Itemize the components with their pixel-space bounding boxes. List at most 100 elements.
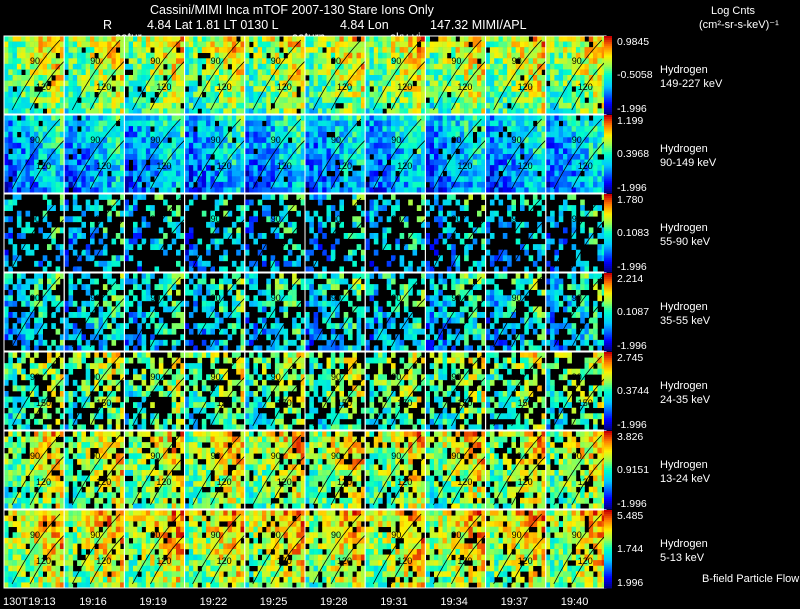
contour-label: 120 <box>337 161 352 171</box>
contour-line <box>29 286 79 348</box>
contour-label: 90 <box>512 135 522 145</box>
contour-label: 90 <box>331 372 341 382</box>
contour-line <box>11 197 61 269</box>
contour-label: 120 <box>217 556 232 566</box>
contour-label: 90 <box>451 135 461 145</box>
heatmap-panel: 90 120 <box>545 430 621 510</box>
colorbar-mid-label: 1.744 <box>617 543 644 555</box>
contour-label: 120 <box>36 82 51 92</box>
contour-label: 90 <box>451 293 461 303</box>
colorbar-mid-label: 0.9151 <box>617 464 650 476</box>
contour-label: 90 <box>271 135 281 145</box>
contour-line <box>372 434 422 506</box>
contour-line <box>192 276 241 348</box>
energy-label: 13-24 keV <box>660 473 711 485</box>
contour-line <box>11 434 61 506</box>
contour-label: 90 <box>271 214 281 224</box>
colorbar-min-label: -1.996 <box>617 261 647 273</box>
contour-label: 150 <box>397 398 412 408</box>
time-tick-label: 130T19:13 <box>3 596 56 608</box>
energy-label: 90-149 keV <box>660 157 717 169</box>
contour-label: 90 <box>150 135 160 145</box>
units-line-1: Log Cnts <box>711 5 756 17</box>
contour-line <box>571 128 621 190</box>
contour-label: 90 <box>150 530 160 540</box>
contour-label: 120 <box>217 477 232 487</box>
energy-label: 149-227 keV <box>660 78 723 90</box>
contour-line <box>571 49 621 111</box>
contour-line <box>192 39 241 111</box>
contour-label: 90 <box>211 530 221 540</box>
heatmap-panel: 90 150 <box>63 351 139 431</box>
heatmap-panel: 90 150 <box>123 351 199 431</box>
contour-line <box>132 39 181 111</box>
contour-label: 90 <box>331 451 341 461</box>
contour-line <box>372 39 422 111</box>
contour-label: 120 <box>277 477 292 487</box>
contour-label: 90 <box>391 214 401 224</box>
colorbar-max-label: 3.826 <box>617 431 644 443</box>
species-label: Hydrogen <box>660 538 708 550</box>
heatmap-panel: 90 150 <box>244 351 320 431</box>
contour-label: 90 <box>150 372 160 382</box>
contour-line <box>11 513 61 585</box>
contour-line <box>11 39 61 111</box>
colorbar-mid-label: 0.1087 <box>617 306 650 318</box>
contour-label: 90 <box>271 530 281 540</box>
contour-label: 120 <box>156 556 171 566</box>
species-label: Hydrogen <box>660 143 708 155</box>
heatmap-panel: 90 120 <box>364 114 440 194</box>
contour-label: 90 <box>391 56 401 66</box>
colorbar-max-label: 1.199 <box>617 115 644 127</box>
heatmap-panel: 90 150 <box>424 351 500 431</box>
contour-label: 90 <box>90 372 100 382</box>
contour-line <box>192 434 241 506</box>
contour-line <box>150 207 199 269</box>
contour-label: 90 <box>331 56 341 66</box>
contour-line <box>71 276 121 348</box>
contour-label: 90 <box>451 530 461 540</box>
colorbar-min-label: -1.996 <box>617 498 647 510</box>
heatmap-panel: 90 120 <box>485 430 560 510</box>
contour-label: 120 <box>156 82 171 92</box>
contour-label: 90 <box>30 451 40 461</box>
colorbar-mid-label: -0.5058 <box>617 69 653 81</box>
contour-line <box>71 118 121 190</box>
ephemeris-lon: 4.84 Lon <box>340 18 389 32</box>
heatmap-panel: 90 150 <box>485 351 560 431</box>
heatmap-panel: 90 120 <box>123 430 199 510</box>
contour-line <box>71 39 121 111</box>
heatmap-panel: 90 120 <box>545 35 621 115</box>
heatmap-panel: 90 <box>244 193 320 273</box>
heatmap-panel: 90 <box>244 272 320 352</box>
time-tick-label: 19:28 <box>320 596 348 608</box>
contour-label: 90 <box>512 293 522 303</box>
contour-line <box>433 513 482 585</box>
contour-label: 120 <box>156 161 171 171</box>
contour-label: 90 <box>572 372 582 382</box>
heatmap-panel: 90 120 <box>364 509 440 589</box>
heatmap-panel: 90 120 <box>304 509 380 589</box>
heatmap-panel: 90 150 <box>304 351 380 431</box>
contour-label: 150 <box>217 398 232 408</box>
heatmap-panel: 90 120 <box>3 430 79 510</box>
colorbar <box>604 510 612 589</box>
contour-line <box>192 513 241 585</box>
contour-label: 90 <box>90 293 100 303</box>
heatmap-panel: 90 <box>304 193 380 273</box>
contour-label: 120 <box>518 556 533 566</box>
species-label: Hydrogen <box>660 222 708 234</box>
contour-line <box>433 118 482 190</box>
contour-label: 90 <box>150 214 160 224</box>
contour-line <box>553 434 603 506</box>
contour-label: 120 <box>337 477 352 487</box>
contour-line <box>493 513 542 585</box>
contour-label: 120 <box>397 556 412 566</box>
contour-label: 120 <box>578 556 593 566</box>
heatmap-panel: 90 120 <box>424 35 500 115</box>
heatmap-panel: 90 120 <box>123 35 199 115</box>
contour-line <box>553 355 603 427</box>
contour-line <box>372 355 422 427</box>
contour-line <box>270 365 320 427</box>
contour-label: 90 <box>90 214 100 224</box>
